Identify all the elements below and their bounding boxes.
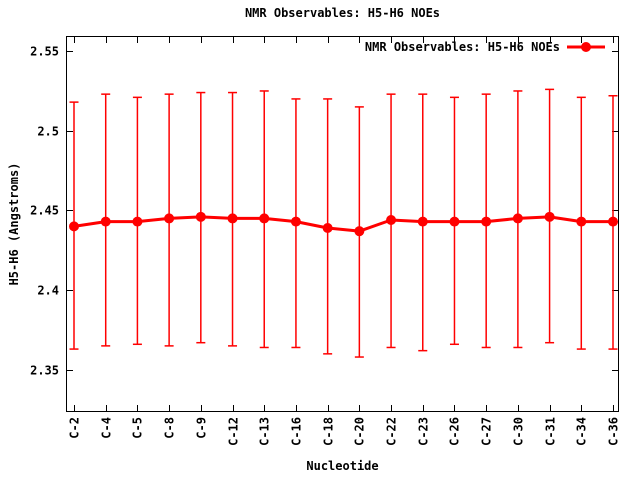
x-tick-label: C-18 [322,417,336,446]
data-point [576,216,587,227]
y-tick-label: 2.35 [30,364,59,378]
y-axis-ticks: 2.35 2.4 2.45 2.5 2.55 [30,45,619,378]
data-point [386,215,397,226]
x-tick-label: C-26 [448,417,462,446]
x-tick-label: C-9 [195,417,209,439]
x-axis-ticks: C-2 C-4 C-5 C-8 C-9 C-12 C-13 C-16 C-18 C-20 C-22 C… [68,36,621,446]
data-point [512,213,523,224]
data-point [449,216,460,227]
y-tick-label: 2.5 [37,125,59,139]
data-point [195,211,206,222]
x-tick-label: C-30 [512,417,526,446]
x-tick-label: C-36 [607,417,621,446]
x-axis-label: Nucleotide [306,459,379,473]
x-tick-label: C-34 [575,417,589,446]
data-point [354,226,365,237]
data-point [544,211,555,222]
x-tick-label: C-31 [544,417,558,446]
error-bars [69,88,618,358]
x-tick-label: C-27 [480,417,494,446]
data-points [69,211,618,237]
legend: NMR Observables: H5-H6 NOEs [365,40,606,54]
y-tick-label: 2.55 [30,45,59,59]
x-tick-label: C-23 [417,417,431,446]
x-tick-label: C-13 [258,417,272,446]
y-tick-label: 2.4 [37,284,59,298]
plot-border [66,36,619,412]
legend-marker-icon [567,42,605,52]
data-point [100,216,111,227]
data-point [164,213,175,224]
data-point [322,222,333,233]
y-tick-label: 2.45 [30,204,59,218]
data-point [481,216,492,227]
x-tick-label: C-20 [353,417,367,446]
x-tick-label: C-2 [68,417,82,439]
data-point [227,213,238,224]
data-point [69,221,79,232]
data-point [417,216,428,227]
chart-title: NMR Observables: H5-H6 NOEs [244,6,441,20]
data-point [132,216,143,227]
x-tick-label: C-8 [163,417,177,439]
x-tick-label: C-12 [227,417,241,446]
x-tick-label: C-16 [290,417,304,446]
data-point [608,216,618,227]
x-tick-label: C-4 [100,417,114,439]
x-tick-label: C-5 [131,417,145,439]
legend-label: NMR Observables: H5-H6 NOEs [364,40,560,54]
x-tick-label: C-22 [385,417,399,446]
data-point [290,216,301,227]
data-point [259,213,270,224]
y-axis-label: H5-H6 (Angstroms) [7,162,21,286]
data-line [72,215,615,233]
